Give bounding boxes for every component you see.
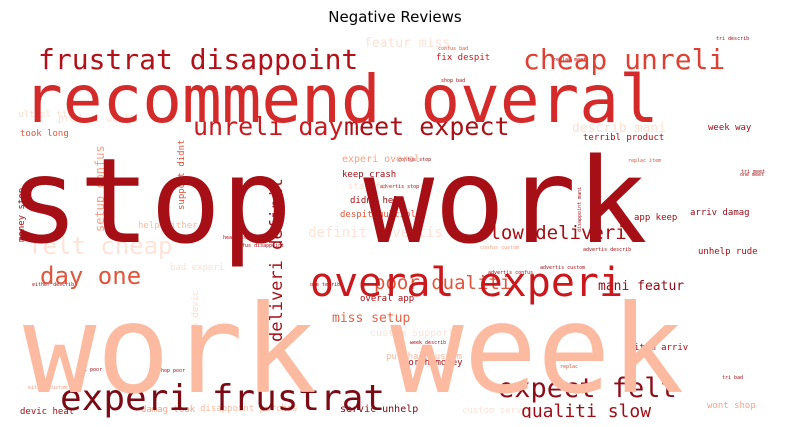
word-devic-heat: devic heat [20,407,74,417]
word-terribl-product: terribl product [583,133,664,143]
word-heat-stop: heat stop [223,235,250,241]
word-mani-featur: mani featur [598,279,684,294]
word-week-way: week way [708,123,752,133]
word-item-arriv: item arriv [634,343,688,353]
word-stop-work: stop work [18,132,647,270]
word-overal-experi: overal experi [310,260,623,306]
word-damag-took: damag took [141,405,196,415]
word-week-describ: week describ [410,340,446,346]
word-tri-poor: tri poor [78,367,102,373]
word-keep-crash: keep crash [342,170,396,180]
word-cloud: either describ confus stop one terribl adve… [18,36,765,418]
word-replac-item: replac item [628,158,661,164]
word-meet-expect: meet expect [344,112,510,141]
word-tri-bad: tri bad [722,375,743,381]
word-confus-disappoint: confus disappoint [233,243,284,249]
word-advertis-stop: advertis stop [380,184,419,190]
word-featur-miss: featur miss [364,36,450,51]
word-felt-cheap: felt cheap [28,232,173,260]
chart-title: Negative Reviews [328,8,462,26]
word-shop-poor: shop poor [158,368,185,374]
word-tri-describ: tri describ [716,36,749,42]
word-shop-bad: shop bad [441,78,465,84]
word-day-one: day one [40,262,141,290]
word-didnt-help: didnt help [350,196,404,206]
word-purchas-custom: purchas custom [386,352,462,362]
word-advertis-confus: advertis confus [488,270,533,276]
word-help-either: help either [138,221,198,231]
word-deliveri-definit: deliveri definit [267,178,287,342]
word-one-meet: one meet [740,172,764,178]
word-definit-advertis: definit advertis [308,225,443,241]
word-confus-bad: confus bad [438,46,468,52]
word-either-describ: either describ [32,282,74,288]
word-overal-app: overal app [360,294,414,304]
word-support-didnt: support didnt [177,140,187,210]
word-setup-confus: setup confus [93,145,107,232]
word-disappoint-mani: disappoint mani [577,187,583,232]
word-describ-mani: describ mani [572,121,666,136]
word-custom-servic: custom servic [462,406,532,416]
word-worth-money: worth money [403,358,463,368]
word-product-worth: product worth [58,114,136,125]
word-stay-fix: stay fix [348,182,392,192]
word-recommend-overal: recommend overal [23,61,659,138]
word-disappoint-purchas: disappoint purchas [200,404,298,414]
word-one-terribl: one terribl [310,282,343,288]
word-servic-unhelp: servic unhelp [340,404,418,415]
word-either-custom: either custom [28,385,67,391]
word-experi-frustrat: experi frustrat [60,378,385,418]
word-unhelp-rude: unhelp rude [698,247,758,257]
word-replac-meet: replac meet [553,57,586,63]
word-despit-multipl: despit multipl [340,210,416,220]
word-wont-shop: wont shop [707,401,756,411]
word-miss-setup: miss setup [332,311,410,326]
word-work-week: work week [23,279,684,418]
word-poor-qualiti: poor qualiti [374,272,511,294]
word-advertis-describ: advertis describ [583,247,631,253]
word-frustrat-disappoint: frustrat disappoint [38,43,358,76]
word-arriv-damag: arriv damag [690,208,750,218]
word-app-keep: app keep [634,213,677,223]
word-custom-support: custom support [370,328,454,339]
word-bad-experi: bad experi [170,263,224,273]
word-tri-meet: tri meet [741,169,765,175]
word-slow-deliveri: slow deliveri [478,222,627,244]
word-took-long: took long [20,129,69,139]
word-fix-despit: fix despit [436,53,490,63]
word-replac: replac [560,364,578,370]
word-crash-devic: crash devic [191,290,201,350]
word-confus-custom: confus custom [480,245,519,251]
word-experi-overal: experi overal [342,154,420,165]
word-unreli-day: unreli day [193,112,344,141]
word-money-stop: money stop [18,188,27,242]
word-expect-felt: expect felt [498,373,677,404]
word-confus-stop: confus stop [398,157,431,163]
word-qualiti-slow: qualiti slow [521,401,651,418]
word-advertis-custom: advertis custom [540,265,585,271]
word-cheap-unreli: cheap unreli [523,43,725,76]
word-multipl-ti: multipl ti [18,110,67,120]
